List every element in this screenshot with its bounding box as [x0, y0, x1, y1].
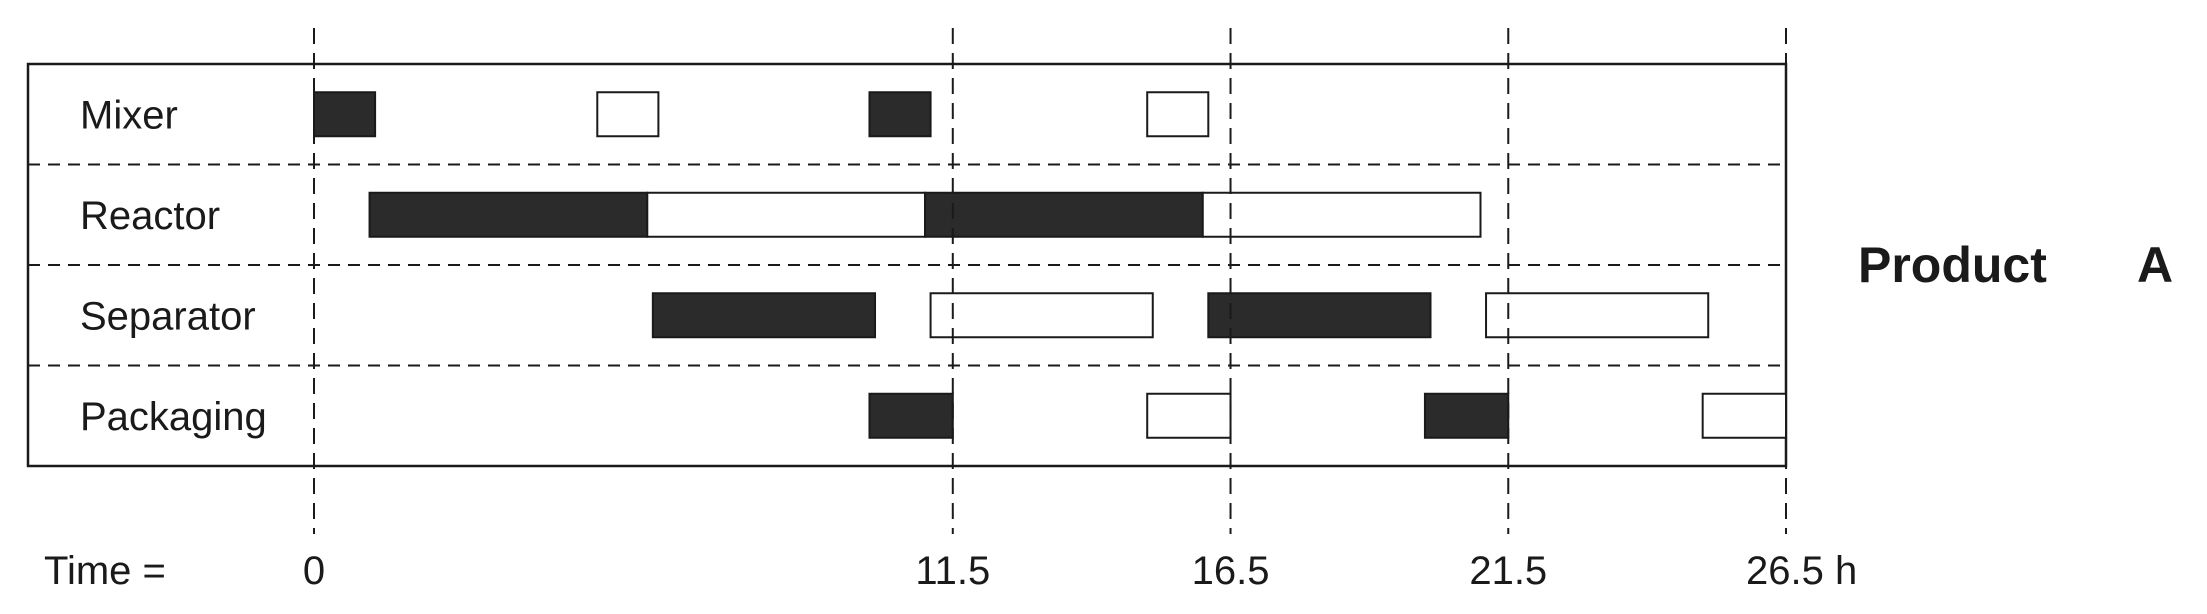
task-bar-filled: [868, 392, 954, 439]
task-bar-filled: [1207, 292, 1432, 339]
task-bar-empty: [646, 191, 927, 238]
task-bar-empty: [929, 292, 1154, 339]
task-bars: [313, 91, 1787, 439]
task-bar-empty: [1701, 392, 1787, 439]
product-label-word: Product: [1858, 237, 2047, 293]
time-tick-label: 0: [303, 549, 325, 593]
time-tick-label: 16.5: [1192, 549, 1270, 593]
time-tick-label: 21.5: [1469, 549, 1547, 593]
task-bar-empty: [1146, 91, 1210, 138]
row-label: Separator: [80, 294, 256, 338]
row-label: Mixer: [80, 93, 178, 137]
time-guides: [313, 28, 1787, 534]
task-bar-filled: [868, 91, 932, 138]
time-tick-label: 26.5 h: [1746, 549, 1857, 593]
task-bar-empty: [1146, 392, 1232, 439]
task-bar-filled: [651, 292, 877, 339]
task-bar-filled: [368, 191, 649, 238]
time-tick-label: 11.5: [915, 549, 990, 593]
time-axis-label: Time =: [44, 549, 166, 593]
task-bar-filled: [1423, 392, 1510, 439]
task-bar-filled: [924, 191, 1204, 238]
row-label: Reactor: [80, 194, 220, 238]
row-label: Packaging: [80, 395, 267, 439]
task-bar-empty: [596, 91, 660, 138]
product-label-letter: A: [2137, 237, 2174, 293]
task-bar-empty: [1485, 292, 1710, 339]
time-axis: Time = 0 11.5 16.5 21.5 26.5 h: [44, 549, 1857, 593]
task-bar-empty: [1201, 191, 1482, 238]
row-labels: Mixer Reactor Separator Packaging: [80, 93, 267, 439]
task-bar-filled: [313, 91, 377, 138]
